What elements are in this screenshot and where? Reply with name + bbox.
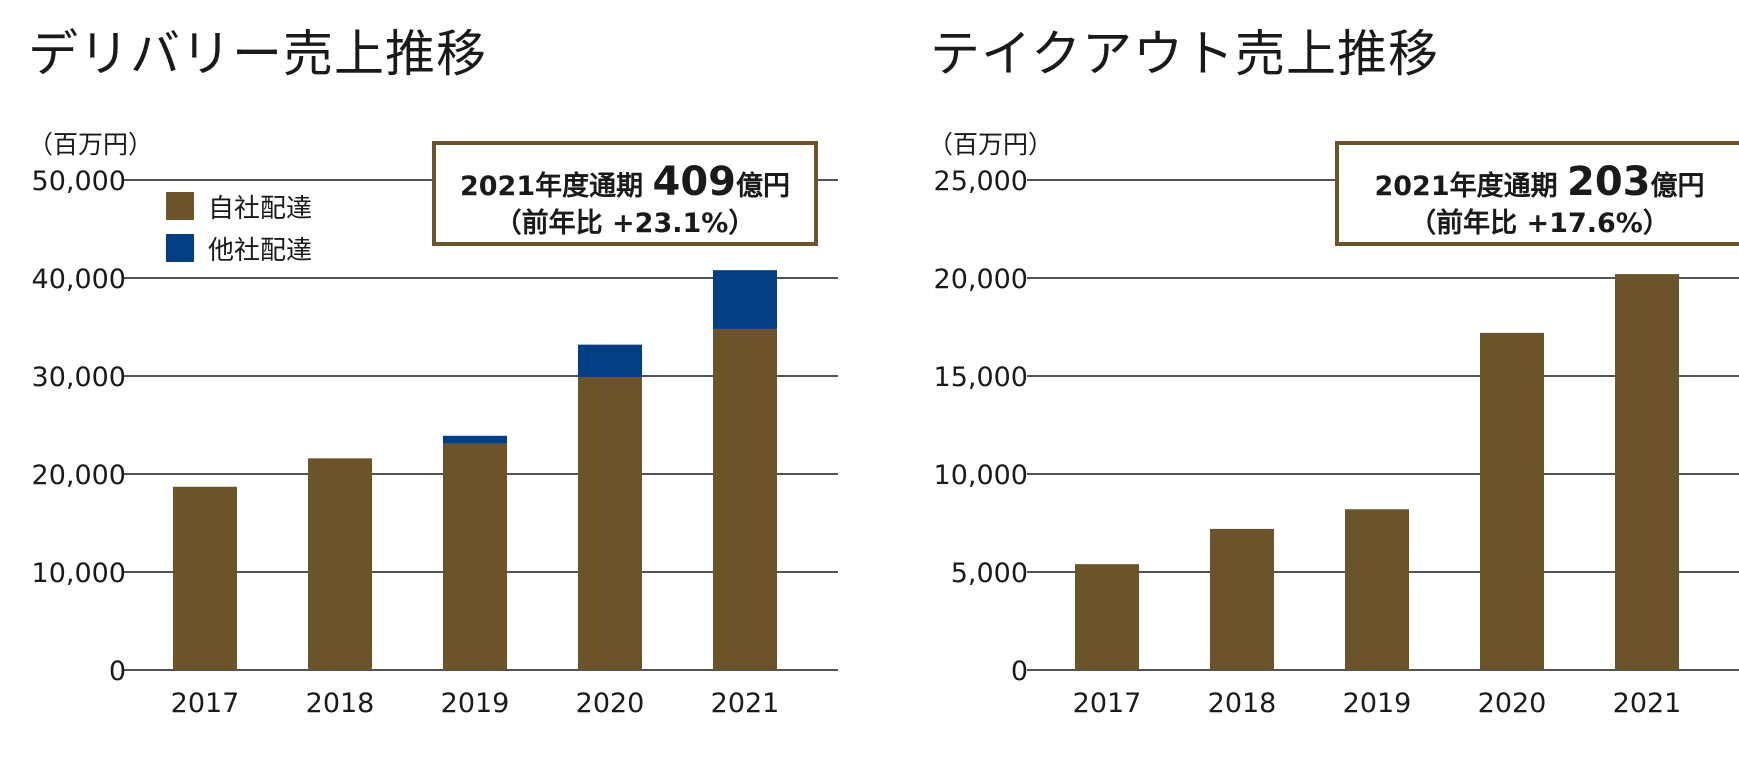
bar-own <box>1210 528 1274 670</box>
bar-own <box>443 443 507 670</box>
bar-other <box>443 435 507 444</box>
callout-period: 2021年度通期 <box>460 170 653 202</box>
chart-title-takeout: テイクアウト売上推移 <box>930 25 1439 83</box>
bar-own <box>1615 274 1679 670</box>
callout-period: 2021年度通期 <box>1374 170 1567 202</box>
callout-box <box>1335 141 1739 246</box>
bar-own <box>173 486 237 670</box>
x-tick-label: 2019 <box>1343 688 1412 719</box>
y-tick-label: 50,000 <box>32 166 126 197</box>
y-tick-label: 20,000 <box>934 264 1028 295</box>
x-tick-label: 2018 <box>1208 688 1277 719</box>
y-tick-label: 20,000 <box>32 460 126 491</box>
bar-own <box>308 458 372 670</box>
x-tick-label: 2017 <box>171 688 240 719</box>
callout-unit: 億円 <box>1651 171 1705 202</box>
y-tick-label: 40,000 <box>32 264 126 295</box>
y-tick-label: 5,000 <box>951 558 1028 589</box>
callout-value: 409 <box>653 159 737 205</box>
y-tick-label: 15,000 <box>934 362 1028 393</box>
x-tick-label: 2021 <box>1613 688 1682 719</box>
legend-swatch <box>166 234 194 262</box>
bar-own <box>713 328 777 670</box>
callout-growth: （前年比 +17.6%） <box>1409 207 1670 239</box>
legend-label: 他社配達 <box>208 236 312 266</box>
bar-other <box>713 270 777 329</box>
callout-growth: （前年比 +23.1%） <box>495 207 756 239</box>
y-unit-label: （百万円） <box>28 130 153 159</box>
bar-other <box>578 344 642 377</box>
callout-line1: 2021年度通期 203億円 <box>1374 159 1704 205</box>
bar-own <box>1345 509 1409 670</box>
delivery-chart: （百万円） 0 10,000 20,000 30,000 40,000 50,000 2017… <box>28 130 838 719</box>
bar-own <box>1480 332 1544 670</box>
x-tick-label: 2018 <box>306 688 375 719</box>
callout-value: 203 <box>1567 159 1651 205</box>
x-tick-label: 2020 <box>576 688 645 719</box>
bar-own <box>578 376 642 670</box>
bar-own <box>1075 564 1139 670</box>
y-tick-label: 10,000 <box>934 460 1028 491</box>
x-tick-label: 2021 <box>711 688 780 719</box>
callout-box <box>432 141 818 246</box>
x-tick-label: 2019 <box>441 688 510 719</box>
y-tick-label: 0 <box>1011 656 1028 687</box>
x-tick-label: 2020 <box>1478 688 1547 719</box>
legend-label: 自社配達 <box>208 194 312 224</box>
y-unit-label: （百万円） <box>928 130 1053 159</box>
y-tick-label: 30,000 <box>32 362 126 393</box>
chart-title-delivery: デリバリー売上推移 <box>28 25 487 83</box>
y-tick-label: 25,000 <box>934 166 1028 197</box>
y-tick-label: 0 <box>109 656 126 687</box>
y-tick-label: 10,000 <box>32 558 126 589</box>
x-tick-label: 2017 <box>1073 688 1142 719</box>
callout-unit: 億円 <box>736 171 790 202</box>
callout-line1: 2021年度通期 409億円 <box>460 159 790 205</box>
takeout-chart: （百万円） 0 5,000 10,000 15,000 20,000 25,000 2017 2… <box>928 130 1739 719</box>
legend-swatch <box>166 192 194 220</box>
